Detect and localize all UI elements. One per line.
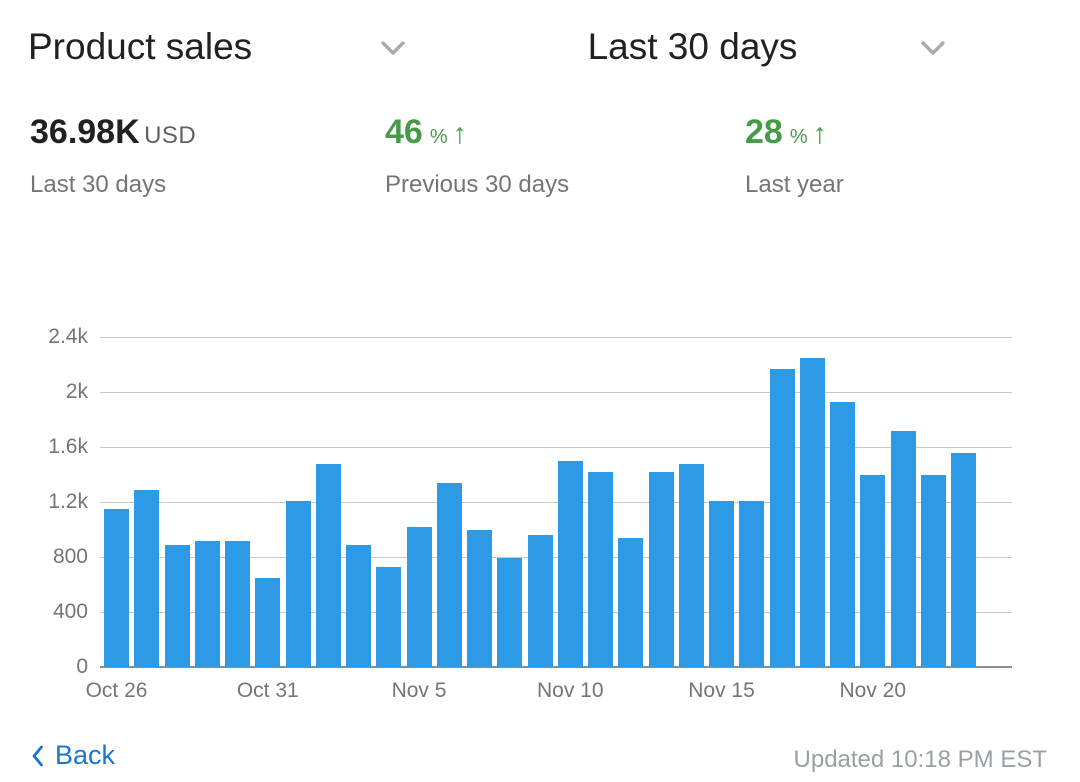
gridline [100, 337, 1012, 338]
bar[interactable] [951, 452, 976, 667]
arrow-up-icon: ↑ [452, 118, 468, 150]
last-year-stat: 28% ↑ [745, 113, 827, 152]
prev-period-value: 46 [385, 113, 423, 151]
metric-selector-label[interactable]: Product sales [28, 26, 253, 67]
bar[interactable] [225, 541, 250, 667]
bar[interactable] [104, 508, 129, 667]
y-axis-label: 1.6k [48, 435, 88, 458]
percent-sign: % [789, 126, 808, 148]
bar[interactable] [285, 500, 311, 667]
x-axis-label: Oct 26 [85, 679, 148, 702]
bar[interactable] [648, 471, 674, 667]
total-sales-caption: Last 30 days [30, 171, 167, 198]
y-axis-label: 2k [65, 380, 88, 403]
bar[interactable] [164, 544, 190, 667]
bar[interactable] [739, 500, 765, 667]
total-sales-stat: 36.98K USD [30, 113, 196, 152]
bar[interactable] [799, 357, 825, 667]
total-sales-value: 36.98K [30, 113, 140, 151]
y-axis-label: 1.2k [48, 490, 88, 513]
last-year-caption: Last year [745, 171, 844, 198]
back-label: Back [55, 740, 116, 770]
x-axis-label: Nov 20 [839, 679, 907, 702]
chevron-down-icon[interactable] [919, 39, 947, 57]
y-axis-label: 2.4k [48, 325, 88, 348]
y-axis-label: 400 [52, 600, 88, 623]
bar[interactable] [436, 482, 462, 667]
bar[interactable] [588, 471, 613, 667]
back-button[interactable]: Back [30, 740, 115, 771]
percent-sign: % [429, 126, 448, 148]
bar[interactable] [346, 544, 371, 667]
x-axis-label: Oct 31 [236, 679, 299, 702]
last-year-value: 28 [745, 113, 783, 151]
bar[interactable] [315, 463, 341, 667]
x-axis-label: Nov 5 [391, 679, 447, 702]
y-axis-label: 800 [52, 545, 88, 568]
bar[interactable] [769, 368, 795, 667]
bar[interactable] [376, 566, 402, 667]
chevron-left-icon [32, 745, 43, 766]
bar[interactable] [467, 529, 492, 667]
prev-period-caption: Previous 30 days [385, 171, 570, 198]
bar[interactable] [527, 535, 553, 667]
metric-selector[interactable]: Product sales [28, 26, 252, 68]
bar[interactable] [830, 401, 855, 667]
bar[interactable] [194, 541, 220, 667]
bar[interactable] [255, 577, 281, 667]
gridline [100, 392, 1012, 393]
date-range-selector[interactable]: Last 30 days [440, 26, 945, 68]
gridline [100, 447, 1012, 448]
bar[interactable] [134, 489, 160, 667]
bar[interactable] [678, 463, 704, 667]
date-range-label[interactable]: Last 30 days [587, 26, 798, 67]
chevron-down-icon[interactable] [379, 39, 407, 57]
prev-period-stat: 46% ↑ [385, 113, 467, 152]
bar[interactable] [860, 474, 886, 667]
arrow-up-icon: ↑ [812, 118, 828, 150]
total-sales-unit: USD [144, 122, 197, 149]
updated-timestamp: Updated 10:18 PM EST [793, 746, 1047, 773]
bar[interactable] [709, 500, 734, 667]
bar[interactable] [497, 558, 523, 667]
bar[interactable] [557, 460, 583, 667]
x-axis-label: Nov 15 [688, 679, 755, 702]
y-axis-label: 0 [76, 655, 88, 678]
x-axis-label: Nov 10 [536, 679, 604, 702]
bar[interactable] [406, 526, 432, 667]
bar[interactable] [618, 537, 644, 667]
bar[interactable] [890, 430, 916, 667]
bar[interactable] [920, 474, 946, 667]
